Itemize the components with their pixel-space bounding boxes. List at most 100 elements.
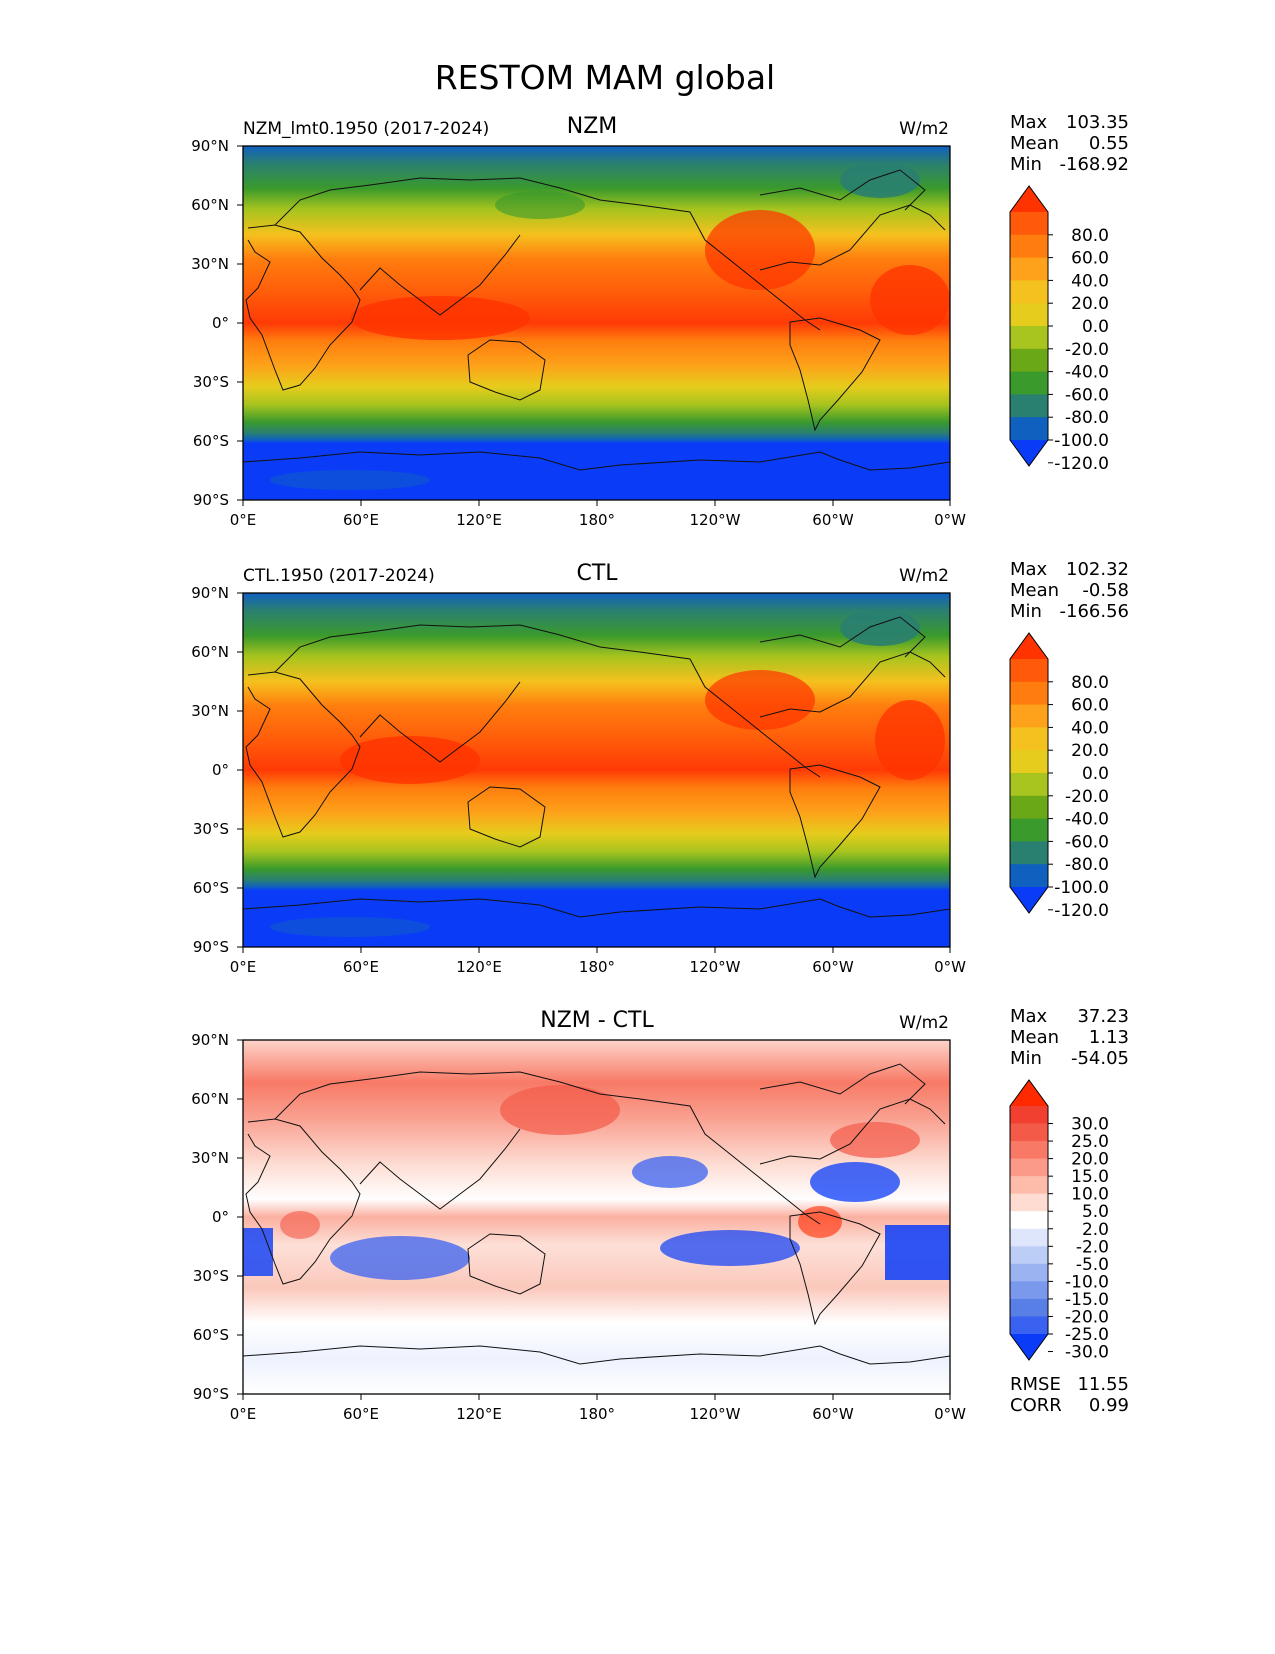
warm-pool-east-pacific bbox=[705, 670, 815, 730]
pos-anomaly-north-atlantic bbox=[830, 1122, 920, 1158]
colorbar-swatch bbox=[1010, 1176, 1048, 1195]
colorbar-tick-label: -10.0 bbox=[1065, 1272, 1109, 1292]
stat-value-mean: 1.13 bbox=[1089, 1027, 1129, 1048]
greenland-cold bbox=[840, 610, 920, 646]
colorbar-swatch bbox=[1010, 727, 1048, 751]
warm-pool-atlantic bbox=[875, 700, 945, 780]
colorbar-tick-label: -100.0 bbox=[1054, 431, 1109, 451]
lon-tick-label: 60°W bbox=[812, 511, 854, 529]
pos-anomaly-south-america bbox=[798, 1206, 842, 1238]
colorbar-tick-label: -5.0 bbox=[1076, 1255, 1109, 1275]
colorbar-tick-label: -100.0 bbox=[1054, 878, 1109, 898]
stats-block: Max 103.35 Mean 0.55 Min -168.92 bbox=[1010, 112, 1129, 175]
colorbar-tick-label: -80.0 bbox=[1065, 408, 1109, 428]
neg-anomaly-north-pacific bbox=[632, 1156, 708, 1188]
lon-tick-label: 0°W bbox=[934, 958, 966, 976]
lon-tick-label: 120°W bbox=[690, 511, 741, 529]
warm-pool-indian-ocean bbox=[340, 736, 480, 784]
panel-units: W/m2 bbox=[899, 1013, 949, 1033]
lat-tick-label: 60°N bbox=[191, 1090, 229, 1108]
colorbar-tick-label: -40.0 bbox=[1065, 363, 1109, 383]
lat-tick-label: 90°N bbox=[191, 137, 229, 155]
stat-label-mean: Mean bbox=[1010, 580, 1059, 601]
colorbar-swatch bbox=[1010, 1123, 1048, 1142]
colorbar-tick-label: 60.0 bbox=[1071, 696, 1109, 716]
colorbar-swatch bbox=[1010, 280, 1048, 304]
colorbar-swatch bbox=[1010, 371, 1048, 395]
lat-tick-label: 60°N bbox=[191, 196, 229, 214]
colorbar-swatches bbox=[1009, 185, 1049, 467]
colorbar-extend-max bbox=[1010, 1080, 1048, 1106]
colorbar-swatch bbox=[1010, 348, 1048, 373]
colorbar-tick-label: -15.0 bbox=[1065, 1290, 1109, 1310]
colorbar-tick-label: 20.0 bbox=[1071, 1150, 1109, 1170]
lon-tick-label: 60°W bbox=[812, 958, 854, 976]
colorbar-swatch bbox=[1010, 1298, 1048, 1317]
lon-tick-label: 120°W bbox=[690, 1405, 741, 1423]
stat-label-rmse: RMSE bbox=[1010, 1374, 1061, 1395]
lat-tick-label: 30°N bbox=[191, 1149, 229, 1167]
stat-value-mean: 0.55 bbox=[1089, 133, 1129, 154]
colorbar-tick-label: -80.0 bbox=[1065, 855, 1109, 875]
colorbar-tick-label: 30.0 bbox=[1071, 1115, 1109, 1135]
colorbar-swatches bbox=[1009, 632, 1049, 914]
panel-center-title: CTL bbox=[576, 561, 618, 586]
colorbar-tick-label: 0.0 bbox=[1082, 317, 1109, 337]
colorbar-extend-min bbox=[1010, 1334, 1048, 1360]
lon-axis: 0°E 60°E 120°E 180° 120°W 60°W 0°W bbox=[230, 947, 966, 976]
colorbar-tick-label: 15.0 bbox=[1071, 1167, 1109, 1187]
stat-value-min: -168.92 bbox=[1060, 154, 1129, 175]
lat-tick-label: 0° bbox=[212, 314, 229, 332]
lon-tick-label: 0°E bbox=[230, 511, 257, 529]
stat-label-max: Max bbox=[1010, 1006, 1048, 1027]
stat-value-corr: 0.99 bbox=[1089, 1395, 1129, 1416]
neg-anomaly-caribbean bbox=[810, 1162, 900, 1202]
lat-tick-label: 60°S bbox=[193, 879, 229, 897]
colorbar-tick-label: -40.0 bbox=[1065, 810, 1109, 830]
colorbar-swatch bbox=[1010, 841, 1048, 865]
colorbar-swatch bbox=[1010, 1263, 1048, 1282]
colorbar-swatch bbox=[1010, 681, 1048, 706]
panel-center-title: NZM bbox=[567, 114, 618, 139]
colorbar-tick-label: -120.0 bbox=[1054, 454, 1109, 474]
lon-axis: 0°E 60°E 120°E 180° 120°W 60°W 0°W bbox=[230, 1394, 966, 1423]
lat-axis: 90°N 60°N 30°N 0° 30°S 60°S 90°S bbox=[191, 1031, 243, 1403]
stat-value-mean: -0.58 bbox=[1082, 580, 1129, 601]
greenland-cold bbox=[840, 162, 920, 198]
stat-label-min: Min bbox=[1010, 154, 1042, 175]
panel-units: W/m2 bbox=[899, 566, 949, 586]
warm-pool-west-pacific bbox=[350, 296, 530, 340]
panel-left-title: CTL.1950 (2017-2024) bbox=[243, 566, 435, 586]
colorbar-tick-label: -60.0 bbox=[1065, 832, 1109, 852]
colorbar-tick-label: -30.0 bbox=[1065, 1343, 1109, 1363]
lat-tick-label: 30°S bbox=[193, 373, 229, 391]
panel-difference: NZM - CTL W/m2 bbox=[191, 1006, 1129, 1423]
lon-tick-label: 180° bbox=[579, 1405, 615, 1423]
warm-pool-atlantic bbox=[870, 265, 950, 335]
lat-tick-label: 90°S bbox=[193, 491, 229, 509]
colorbar-tick-label: 20.0 bbox=[1071, 294, 1109, 314]
panel-nzm: NZM_lmt0.1950 (2017-2024) NZM W/m2 bbox=[191, 112, 1129, 529]
colorbar-swatch bbox=[1010, 704, 1048, 728]
neg-anomaly-west-edge bbox=[243, 1228, 273, 1276]
colorbar-swatch bbox=[1010, 1106, 1048, 1125]
colorbar-tick-label: 40.0 bbox=[1071, 271, 1109, 291]
stat-label-mean: Mean bbox=[1010, 133, 1059, 154]
colorbar: 80.0 60.040.0 20.0 0.0 -20.0 -40.0-60.0 -80.0 -… bbox=[1009, 632, 1109, 921]
colorbar-swatch bbox=[1010, 234, 1048, 259]
colorbar-tick-label: 0.0 bbox=[1082, 764, 1109, 784]
lon-tick-label: 0°E bbox=[230, 958, 257, 976]
stat-label-max: Max bbox=[1010, 112, 1048, 133]
colorbar-swatch bbox=[1010, 818, 1048, 842]
stat-value-max: 103.35 bbox=[1066, 112, 1129, 133]
colorbar-swatches bbox=[1009, 1079, 1049, 1361]
neg-anomaly-south-pacific bbox=[660, 1230, 800, 1266]
colorbar-tick-label: 80.0 bbox=[1071, 226, 1109, 246]
lat-tick-label: 0° bbox=[212, 761, 229, 779]
coastlines bbox=[242, 616, 951, 918]
colorbar-tick-label: -120.0 bbox=[1054, 901, 1109, 921]
stat-value-rmse: 11.55 bbox=[1077, 1374, 1129, 1395]
stat-label-min: Min bbox=[1010, 601, 1042, 622]
stat-label-min: Min bbox=[1010, 1048, 1042, 1069]
